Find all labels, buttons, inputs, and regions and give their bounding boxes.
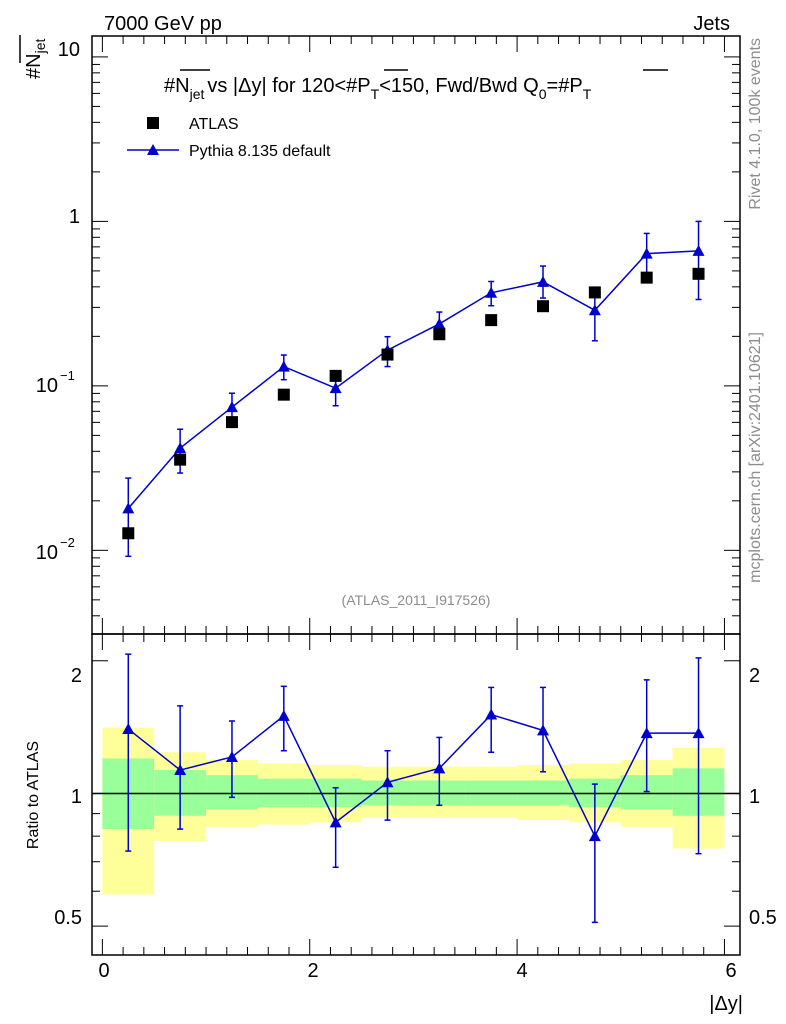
x-tick-label-6: 6	[725, 960, 736, 982]
legend-atlas-marker	[147, 117, 159, 129]
title-vs: vs |Δy| for 120<#P	[207, 75, 370, 97]
ratio-tick-label-1-right: 1	[749, 786, 760, 808]
ratio-pythia-line	[127, 713, 699, 838]
y-tick-exp-0.1: −1	[60, 368, 75, 383]
ratio-ylabel: Ratio to ATLAS	[25, 741, 42, 849]
pythia-point	[433, 317, 446, 329]
main-plot-series	[122, 220, 705, 558]
pythia-point	[122, 502, 135, 514]
title-pt-sub2: T	[583, 86, 592, 102]
x-tick-labels: 0 2 4 6	[98, 960, 736, 982]
pythia-point	[174, 442, 187, 454]
ratio-tick-label-0.5: 0.5	[54, 907, 82, 929]
pythia-point	[692, 244, 705, 256]
rivet-version-label: Rivet 4.1.0, 100k events	[747, 38, 764, 210]
header-energy-label: 7000 GeV pp	[104, 13, 222, 35]
pythia-point	[329, 382, 342, 394]
atlas-point	[537, 300, 550, 313]
ratio-pythia-point	[640, 727, 653, 739]
header-category-label: Jets	[693, 13, 730, 35]
ratio-tick-label-2: 2	[71, 665, 82, 687]
ratio-pythia-point	[588, 830, 601, 842]
atlas-point	[277, 388, 290, 401]
atlas-point	[225, 416, 238, 429]
y-tick-label-1: 1	[69, 206, 80, 228]
pythia-point	[277, 360, 290, 372]
ratio-pythia-point	[692, 727, 705, 739]
ratio-uncertainty-bands	[102, 727, 725, 895]
ratio-pythia-point	[537, 724, 550, 736]
atlas-point	[174, 453, 187, 466]
atlas-point	[640, 271, 653, 284]
title-pt-sub1: T	[371, 86, 380, 102]
ratio-tick-label-2-right: 2	[749, 665, 760, 687]
y-tick-label-0.1: 10	[36, 375, 58, 397]
legend-pythia-label: Pythia 8.135 default	[189, 143, 331, 160]
pythia-point	[537, 275, 550, 287]
ratio-pythia-point	[277, 709, 290, 721]
plot-frames	[91, 35, 741, 956]
title-mid: <150, Fwd/Bwd Q	[379, 75, 539, 97]
y-tick-label-10: 10	[58, 39, 80, 61]
ratio-pythia-point	[329, 816, 342, 828]
mcplots-source-label: mcplots.cern.ch [arXiv:2401.10621]	[747, 332, 764, 583]
title-n-base: #N	[164, 75, 190, 97]
legend-atlas-label: ATLAS	[189, 116, 239, 133]
pythia-point	[225, 401, 238, 413]
y-tick-exp-0.01: −2	[60, 535, 75, 550]
x-axis-label: |Δy|	[709, 993, 743, 1015]
pythia-line	[127, 250, 699, 509]
ratio-pythia-point	[174, 764, 187, 776]
ratio-pythia-point	[122, 723, 135, 735]
title-n-sub: jet	[189, 86, 205, 102]
atlas-point	[381, 348, 394, 361]
svg-text:#Njet: #Njet	[23, 39, 48, 79]
ratio-tick-label-1: 1	[71, 786, 82, 808]
atlas-point	[692, 267, 705, 280]
axis-ticks	[92, 36, 740, 955]
main-plot-title: #Njet vs |Δy| for 120<#PT<150, Fwd/Bwd Q0…	[164, 69, 668, 102]
x-tick-label-4: 4	[516, 960, 527, 982]
y-tick-label-0.01: 10	[36, 542, 58, 564]
ylabel-sub: jet	[32, 39, 48, 55]
ratio-pythia-point	[485, 708, 498, 720]
ylabel-base: #N	[23, 53, 45, 79]
ratio-y-tick-labels: 2 1 0.5 2 1 0.5	[54, 665, 777, 929]
ratio-pythia-point	[381, 776, 394, 788]
atlas-point	[433, 328, 446, 341]
pythia-point	[640, 247, 653, 259]
title-eq: =#P	[547, 75, 583, 97]
legend-pythia-marker	[147, 144, 159, 155]
atlas-point	[329, 369, 342, 382]
ratio-pythia-point	[433, 762, 446, 774]
legend: ATLAS Pythia 8.135 default	[127, 116, 331, 160]
ratio-plot-frame	[91, 633, 741, 956]
atlas-point	[588, 286, 601, 299]
x-tick-label-2: 2	[307, 960, 318, 982]
x-tick-label-0: 0	[98, 960, 109, 982]
pythia-point	[485, 286, 498, 298]
ratio-plot-series	[122, 653, 705, 924]
analysis-id-label: (ATLAS_2011_I917526)	[342, 592, 491, 608]
atlas-point	[485, 314, 498, 327]
pythia-point	[588, 304, 601, 316]
title-q-sub: 0	[539, 86, 547, 102]
ratio-pythia-point	[225, 750, 238, 762]
atlas-point	[122, 527, 135, 540]
main-y-tick-labels: 10 1 10 −1 10 −2	[36, 39, 80, 564]
ratio-tick-label-0.5-right: 0.5	[749, 907, 777, 929]
main-ylabel: #Njet	[19, 35, 48, 79]
